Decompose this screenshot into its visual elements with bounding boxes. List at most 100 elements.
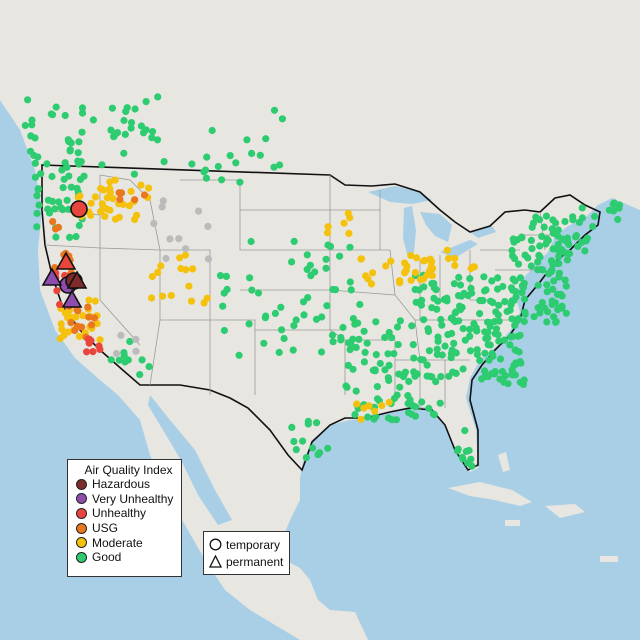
cuba bbox=[448, 482, 532, 506]
station-marker bbox=[369, 366, 377, 374]
station-marker bbox=[101, 212, 109, 220]
station-marker bbox=[360, 404, 368, 412]
station-marker bbox=[504, 380, 512, 388]
shape-legend-permanent: permanent bbox=[209, 553, 289, 570]
station-marker bbox=[420, 316, 428, 324]
station-marker bbox=[91, 193, 100, 201]
station-marker bbox=[363, 339, 371, 347]
station-marker bbox=[496, 355, 505, 363]
station-marker bbox=[459, 365, 467, 373]
station-marker bbox=[160, 158, 168, 166]
station-marker bbox=[447, 350, 455, 358]
station-marker bbox=[510, 361, 518, 369]
usg-swatch bbox=[76, 522, 87, 534]
station-marker bbox=[182, 245, 190, 253]
station-marker bbox=[55, 198, 63, 206]
station-marker bbox=[185, 282, 193, 290]
station-marker bbox=[150, 219, 158, 227]
station-marker bbox=[466, 275, 474, 283]
shape-legend-temporary: temporary bbox=[209, 536, 289, 553]
station-marker bbox=[393, 391, 401, 399]
legend-item-hazardous: Hazardous bbox=[76, 477, 181, 492]
station-marker bbox=[93, 320, 101, 328]
station-marker bbox=[34, 185, 43, 193]
station-marker bbox=[520, 317, 528, 326]
station-marker bbox=[66, 146, 74, 154]
station-marker bbox=[558, 304, 566, 312]
station-marker bbox=[336, 252, 344, 260]
station-marker bbox=[481, 367, 489, 375]
station-marker bbox=[395, 370, 403, 378]
station-marker bbox=[349, 365, 357, 373]
station-marker bbox=[303, 251, 311, 259]
station-marker bbox=[288, 423, 296, 431]
station-marker bbox=[489, 352, 497, 360]
station-marker bbox=[412, 298, 420, 306]
station-marker bbox=[445, 372, 453, 380]
station-marker bbox=[521, 295, 529, 303]
station-marker bbox=[97, 207, 105, 216]
station-marker bbox=[203, 153, 211, 161]
station-marker bbox=[450, 280, 458, 288]
station-marker bbox=[451, 309, 459, 317]
station-marker bbox=[98, 200, 106, 208]
station-marker bbox=[410, 368, 418, 376]
station-marker bbox=[324, 223, 332, 231]
lake-superior bbox=[368, 186, 432, 204]
station-marker bbox=[466, 332, 474, 340]
station-marker bbox=[561, 276, 569, 284]
legend-title: Air Quality Index bbox=[84, 463, 173, 477]
station-marker bbox=[466, 325, 474, 333]
station-marker bbox=[462, 447, 470, 455]
station-marker bbox=[275, 348, 283, 356]
station-marker bbox=[481, 349, 489, 357]
station-marker bbox=[130, 170, 138, 178]
station-marker bbox=[292, 316, 300, 324]
station-marker bbox=[73, 184, 81, 192]
station-marker bbox=[455, 317, 463, 325]
station-marker bbox=[247, 237, 255, 246]
station-marker bbox=[357, 255, 365, 263]
station-marker bbox=[411, 285, 419, 294]
station-marker bbox=[337, 336, 345, 344]
station-marker bbox=[52, 103, 60, 111]
station-marker bbox=[536, 309, 544, 317]
legend-label: Hazardous bbox=[92, 477, 151, 492]
station-marker bbox=[131, 105, 139, 113]
station-marker bbox=[518, 282, 527, 290]
station-marker bbox=[562, 249, 570, 257]
station-marker bbox=[57, 320, 65, 328]
station-marker bbox=[494, 311, 502, 319]
station-marker bbox=[433, 345, 441, 353]
station-marker bbox=[132, 347, 140, 355]
station-marker bbox=[304, 420, 312, 428]
station-marker bbox=[356, 300, 364, 309]
station-marker bbox=[195, 207, 203, 215]
station-marker bbox=[120, 149, 128, 157]
station-marker bbox=[407, 276, 415, 284]
station-marker bbox=[372, 318, 380, 326]
station-marker bbox=[340, 219, 348, 227]
station-marker bbox=[550, 277, 558, 285]
station-marker bbox=[31, 159, 39, 167]
station-marker bbox=[106, 178, 114, 186]
puerto-rico bbox=[600, 556, 618, 562]
station-marker bbox=[218, 176, 226, 184]
station-marker bbox=[322, 255, 330, 263]
station-marker bbox=[578, 238, 586, 246]
station-marker bbox=[87, 336, 95, 345]
legend-item-moderate: Moderate bbox=[76, 535, 181, 550]
station-marker bbox=[509, 275, 517, 283]
station-marker bbox=[159, 292, 167, 300]
station-marker bbox=[444, 254, 453, 263]
station-marker bbox=[373, 383, 381, 391]
station-marker bbox=[428, 373, 436, 381]
station-marker bbox=[96, 336, 104, 344]
station-marker bbox=[106, 184, 114, 193]
station-marker bbox=[98, 161, 106, 169]
shape-label: temporary bbox=[226, 537, 281, 552]
station-marker bbox=[136, 371, 144, 379]
station-marker bbox=[521, 310, 529, 318]
station-marker bbox=[614, 215, 622, 224]
triangle-icon bbox=[209, 555, 222, 568]
